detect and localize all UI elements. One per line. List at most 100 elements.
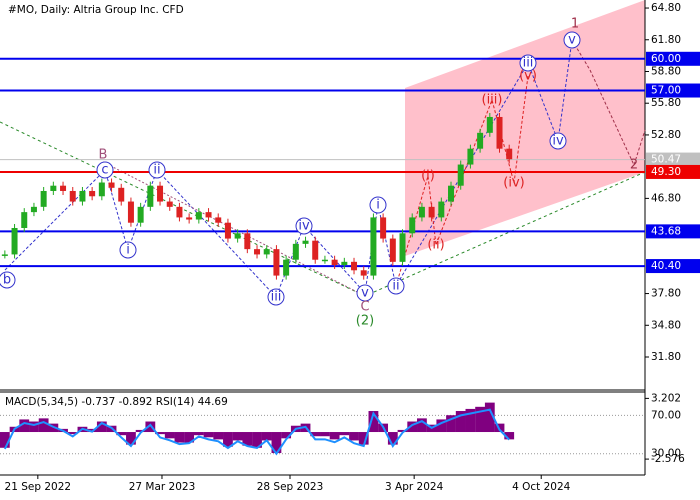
candle-body xyxy=(428,206,435,218)
candle-body xyxy=(186,217,193,220)
candle-body xyxy=(273,249,280,276)
candle-body xyxy=(98,182,105,197)
wave-circle xyxy=(387,277,405,295)
macd-bar xyxy=(0,432,10,448)
macd-bar xyxy=(417,418,427,433)
level-label: 49.30 xyxy=(651,166,681,178)
macd-bar xyxy=(484,402,495,433)
x-tick-label: 4 Oct 2024 xyxy=(512,481,571,493)
wave-label: 2 xyxy=(630,158,638,173)
candle-body xyxy=(11,227,18,255)
macd-bar xyxy=(135,429,146,433)
macd-bar xyxy=(368,411,379,433)
macd-bar xyxy=(242,432,253,446)
candle-body xyxy=(176,206,183,218)
macd-bar xyxy=(67,432,78,435)
wave-label: (v) xyxy=(519,69,537,84)
candle-body xyxy=(467,148,474,165)
candle-body xyxy=(351,261,358,271)
wave-circle xyxy=(295,217,313,235)
wave-label: iv xyxy=(552,134,564,149)
candle-body xyxy=(234,233,241,239)
wave-label: iii xyxy=(271,290,282,305)
wave-circle xyxy=(148,161,166,179)
candle-body xyxy=(40,190,47,207)
candle-body xyxy=(477,132,484,149)
rsi-line xyxy=(3,408,510,456)
wave-label: c xyxy=(101,163,108,178)
macd-bar xyxy=(223,432,233,447)
wave-label: 1 xyxy=(571,17,579,32)
candle-body xyxy=(331,259,338,266)
macd-bar xyxy=(349,432,359,441)
candle-body xyxy=(370,217,377,276)
candle-body xyxy=(409,217,416,234)
macd-bar xyxy=(38,418,49,433)
wave-label: (i) xyxy=(421,169,435,184)
candle-body xyxy=(69,190,76,202)
wave-label: b xyxy=(3,273,11,288)
candle-body xyxy=(50,185,57,191)
macd-bar xyxy=(19,419,30,433)
macd-bar xyxy=(329,432,340,440)
macd-bar xyxy=(174,432,185,443)
candle-body xyxy=(137,206,144,223)
candle-body xyxy=(157,185,164,202)
wave-label: v xyxy=(361,286,369,301)
rsi-tick-label: 70.00 xyxy=(651,409,681,421)
candle-body xyxy=(263,249,270,255)
level-box xyxy=(646,259,700,274)
wave-line xyxy=(102,161,366,297)
y-tick-label: 58.80 xyxy=(651,65,681,77)
candle-body xyxy=(21,212,28,228)
macd-bar xyxy=(387,432,398,445)
macd-bar xyxy=(358,432,369,445)
candle-body xyxy=(60,185,67,191)
macd-bar xyxy=(407,421,418,433)
candle-body xyxy=(438,201,445,218)
macd-bar xyxy=(29,421,39,433)
wave-label: v xyxy=(568,33,576,48)
candle-body xyxy=(360,270,367,276)
macd-bar xyxy=(281,432,292,439)
candle-body xyxy=(79,190,86,202)
wave-label: i xyxy=(126,243,130,258)
macd-bar xyxy=(184,432,195,443)
wave-circle xyxy=(563,31,581,49)
x-tick-label: 27 Mar 2023 xyxy=(129,481,196,493)
wave-label: iv xyxy=(298,219,310,234)
candle-body xyxy=(1,254,8,256)
y-tick-label: 61.80 xyxy=(651,34,681,46)
y-tick-label: 64.80 xyxy=(651,2,681,14)
macd-bar xyxy=(116,432,127,436)
candle-body xyxy=(292,243,299,260)
level-box xyxy=(646,164,700,179)
macd-bar xyxy=(164,432,175,439)
candle-body xyxy=(244,233,251,250)
wave-label: B xyxy=(99,148,108,163)
frames xyxy=(0,0,646,476)
level-label: 40.40 xyxy=(651,260,681,272)
macd-tick-label: 3.202 xyxy=(651,392,681,404)
candle-body xyxy=(457,164,464,186)
candle-body xyxy=(380,217,387,239)
y-tick-label: 46.80 xyxy=(651,192,681,204)
channel xyxy=(405,0,645,256)
candle-body xyxy=(389,238,396,262)
macd-bar xyxy=(465,408,476,433)
indicator-label: MACD(5,34,5) -0.737 -0.892 RSI(14) 44.69 xyxy=(5,396,228,408)
wave-circle xyxy=(519,54,537,72)
macd-bar xyxy=(193,432,204,436)
macd-bar xyxy=(455,411,466,433)
candle-body xyxy=(118,187,125,202)
candle-body xyxy=(215,217,222,223)
level-label: 43.68 xyxy=(651,225,681,237)
wave-circle xyxy=(369,196,387,214)
macd-bar xyxy=(145,421,156,433)
level-box xyxy=(646,152,700,167)
macd-bar xyxy=(252,432,262,448)
macd-bar xyxy=(475,406,486,433)
wave-label: (2) xyxy=(356,314,374,329)
level-box xyxy=(646,83,700,98)
